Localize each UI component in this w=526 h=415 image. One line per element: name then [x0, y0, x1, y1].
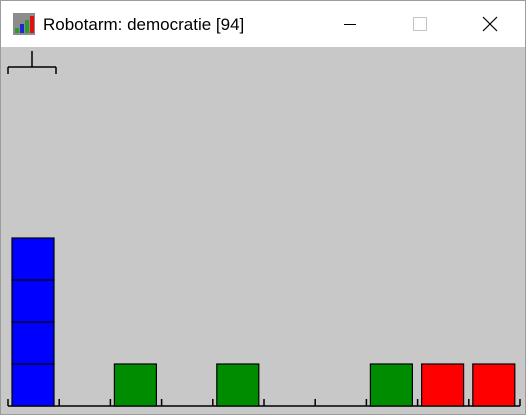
- close-icon: [482, 16, 498, 32]
- close-button[interactable]: [467, 1, 513, 47]
- block-green: [369, 363, 413, 407]
- stage-canvas: [7, 51, 521, 407]
- minimize-button[interactable]: [327, 1, 373, 47]
- robot-arm-stage: [1, 47, 525, 414]
- title-bar[interactable]: Robotarm: democratie [94]: [1, 1, 525, 47]
- block-blue: [11, 279, 55, 323]
- block-red: [472, 363, 516, 407]
- bar-chart-icon: [13, 13, 35, 35]
- minimize-icon: [344, 24, 356, 25]
- window-title: Robotarm: democratie [94]: [43, 15, 245, 34]
- maximize-icon: [413, 17, 427, 31]
- block-blue: [11, 363, 55, 407]
- block-green: [113, 363, 158, 407]
- maximize-button[interactable]: [397, 1, 443, 47]
- block-blue: [11, 321, 55, 365]
- block-green: [216, 363, 260, 407]
- block-red: [421, 363, 465, 407]
- block-blue: [11, 237, 55, 281]
